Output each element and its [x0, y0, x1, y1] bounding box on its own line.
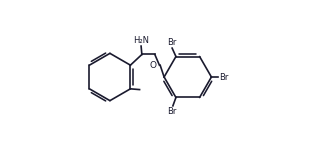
Text: O: O — [150, 61, 157, 70]
Text: Br: Br — [167, 107, 177, 116]
Text: Br: Br — [219, 73, 228, 81]
Text: Br: Br — [167, 38, 176, 47]
Text: H₂N: H₂N — [133, 36, 149, 45]
